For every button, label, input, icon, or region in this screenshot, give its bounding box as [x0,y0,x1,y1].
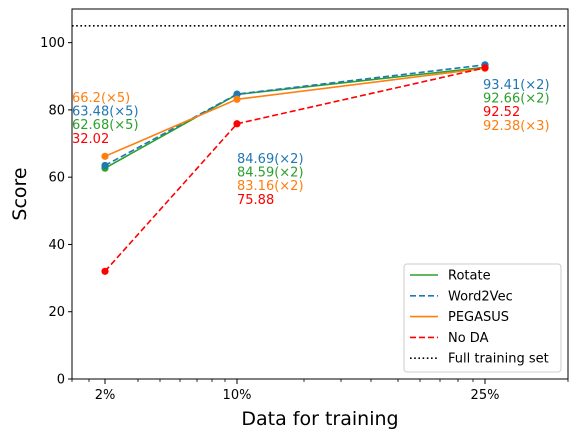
value-annotation: 84.69(×2) [237,152,304,167]
data-point-no-da-10pct [233,120,241,128]
legend: Rotate Word2Vec PEGASUS No DA Full training … [403,263,562,373]
x-tick-label: 2% [95,388,116,403]
plot-area: 0 20 40 60 80 100 2% 10% 25% 66.2(×5)63.48(×5)62.… [40,8,569,403]
value-annotation: 93.41(×2) [483,78,550,93]
x-tick-label: 10% [223,388,252,403]
series-line-word2vec [104,64,486,167]
data-point-pegasus-10pct [233,95,241,103]
value-annotation: 83.16(×2) [237,179,304,194]
legend-label-full-training-set: Full training set [448,352,549,367]
legend-label-no-da: No DA [448,331,489,346]
value-annotation: 62.68(×5) [72,118,139,133]
value-annotation: 84.59(×2) [237,166,304,181]
y-tick-label: 60 [48,171,65,186]
legend-box [403,263,562,373]
legend-label-word2vec: Word2Vec [448,289,513,304]
value-annotation: 63.48(×5) [72,105,139,120]
legend-label-rotate: Rotate [448,269,491,284]
value-annotation: 92.52 [483,105,520,120]
legend-label-pegasus: PEGASUS [448,310,509,325]
x-tick-label: 25% [471,388,500,403]
data-point-word2vec-2pct [101,161,109,170]
plot-frame [71,8,569,380]
data-point-pegasus-2pct [101,152,109,160]
series-line-no-da [104,67,486,272]
y-tick-label: 40 [48,238,65,253]
y-tick-label: 80 [48,103,65,118]
y-tick-label: 100 [40,36,65,51]
value-annotation: 66.2(×5) [72,91,130,106]
data-point-no-da-25pct [481,64,489,72]
data-point-word2vec-10pct [233,90,241,98]
value-annotation: 75.88 [237,193,274,208]
y-tick-label: 0 [57,373,65,388]
data-point-no-da-2pct [101,267,109,275]
value-annotation: 92.66(×2) [483,92,550,107]
y-axis-title: Score [9,167,31,220]
value-annotation: 32.02 [72,132,109,147]
y-tick-label: 20 [48,305,65,320]
x-axis-title: Data for training [241,408,398,430]
value-annotation: 92.38(×3) [483,119,550,134]
